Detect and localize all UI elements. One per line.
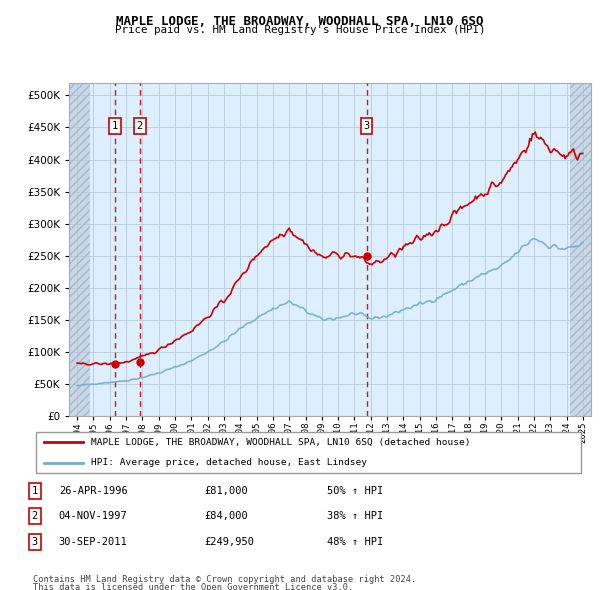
Text: HPI: Average price, detached house, East Lindsey: HPI: Average price, detached house, East… xyxy=(91,458,367,467)
Text: £81,000: £81,000 xyxy=(204,486,248,496)
Text: Contains HM Land Registry data © Crown copyright and database right 2024.: Contains HM Land Registry data © Crown c… xyxy=(33,575,416,584)
Text: 38% ↑ HPI: 38% ↑ HPI xyxy=(327,512,383,521)
Bar xyxy=(69,83,90,416)
Text: 3: 3 xyxy=(364,121,370,131)
Text: 04-NOV-1997: 04-NOV-1997 xyxy=(59,512,128,521)
Text: £84,000: £84,000 xyxy=(204,512,248,521)
Text: 50% ↑ HPI: 50% ↑ HPI xyxy=(327,486,383,496)
Bar xyxy=(570,83,591,416)
Bar xyxy=(570,83,591,416)
Text: Price paid vs. HM Land Registry's House Price Index (HPI): Price paid vs. HM Land Registry's House … xyxy=(115,25,485,35)
Text: 2: 2 xyxy=(137,121,143,131)
Text: 48% ↑ HPI: 48% ↑ HPI xyxy=(327,537,383,546)
Bar xyxy=(69,83,90,416)
Text: 3: 3 xyxy=(32,537,38,546)
Text: MAPLE LODGE, THE BROADWAY, WOODHALL SPA, LN10 6SQ (detached house): MAPLE LODGE, THE BROADWAY, WOODHALL SPA,… xyxy=(91,438,470,447)
Text: MAPLE LODGE, THE BROADWAY, WOODHALL SPA, LN10 6SQ: MAPLE LODGE, THE BROADWAY, WOODHALL SPA,… xyxy=(116,15,484,28)
Text: This data is licensed under the Open Government Licence v3.0.: This data is licensed under the Open Gov… xyxy=(33,583,353,590)
Text: 1: 1 xyxy=(112,121,118,131)
Text: 2: 2 xyxy=(32,512,38,521)
FancyBboxPatch shape xyxy=(36,432,581,473)
Text: 30-SEP-2011: 30-SEP-2011 xyxy=(59,537,128,546)
Text: 1: 1 xyxy=(32,486,38,496)
Text: £249,950: £249,950 xyxy=(204,537,254,546)
Text: 26-APR-1996: 26-APR-1996 xyxy=(59,486,128,496)
